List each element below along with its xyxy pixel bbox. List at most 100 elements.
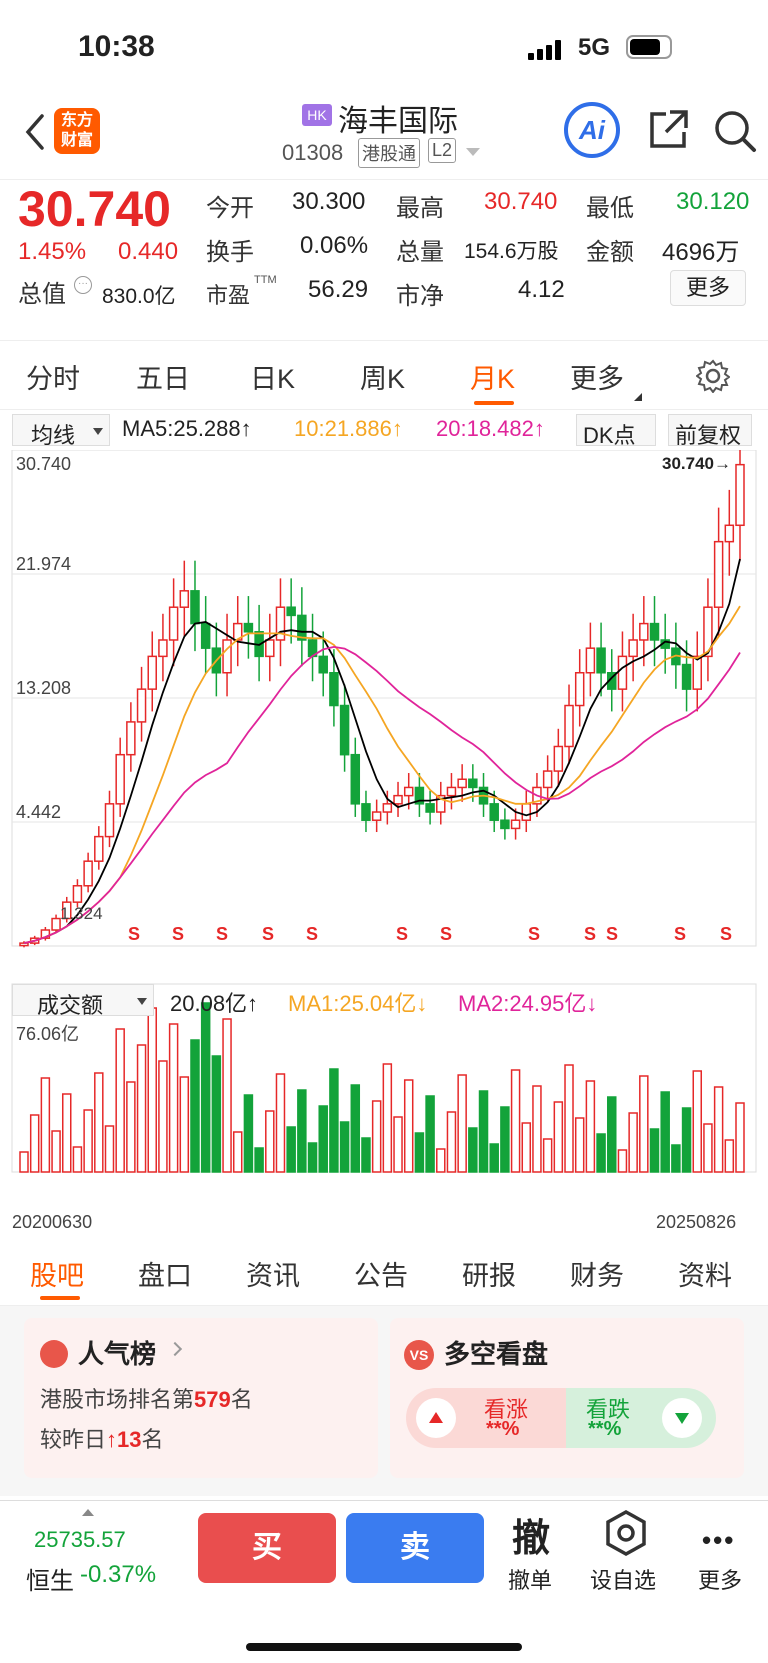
tab-profile[interactable]: 资料 xyxy=(678,1261,732,1291)
tab-intraday[interactable]: 分时 xyxy=(26,364,80,394)
popularity-rank-line: 港股市场排名第579名 xyxy=(40,1382,253,1414)
kline-chart-area: 均线 MA5:25.288↑ 10:21.886↑ 20:18.482↑ DK点… xyxy=(0,410,768,1240)
ma5-line xyxy=(23,558,741,944)
cancel-order-label[interactable]: 撤单 xyxy=(508,1568,553,1593)
tab-pankou[interactable]: 盘口 xyxy=(138,1261,192,1291)
high-value: 30.740 xyxy=(484,188,558,215)
tab-announcements[interactable]: 公告 xyxy=(354,1261,408,1291)
expand-up-icon[interactable] xyxy=(82,1509,94,1516)
volume-value: 154.6万股 xyxy=(464,240,559,263)
tab-weekly-k[interactable]: 周K xyxy=(360,364,406,394)
pb-label: 市净 xyxy=(396,283,444,310)
volume-bar xyxy=(72,1146,83,1173)
volume-select[interactable]: 成交额 xyxy=(12,984,154,1018)
candle-body xyxy=(158,639,168,658)
more-button[interactable]: 更多 xyxy=(670,270,746,306)
tab-five-day[interactable]: 五日 xyxy=(136,364,190,394)
candle-body xyxy=(425,803,435,813)
more-label[interactable]: 更多 xyxy=(698,1568,743,1593)
stock-name: 海丰国际 xyxy=(338,105,458,138)
settings-gear-icon[interactable] xyxy=(695,359,731,398)
network-label: 5G xyxy=(578,34,611,61)
bull-label: 看涨 xyxy=(484,1397,529,1422)
ai-icon[interactable]: Ai xyxy=(564,102,620,158)
turnover-value: 0.06% xyxy=(300,232,369,259)
volume-bar xyxy=(489,1143,499,1173)
sentiment-card[interactable]: VS 多空看盘 看涨 **% 看跌 **% xyxy=(390,1318,744,1478)
tab-finance[interactable]: 财务 xyxy=(570,1261,624,1291)
vol-ma2-readout: MA2:24.95亿↓ xyxy=(458,991,598,1016)
tab-news[interactable]: 资讯 xyxy=(246,1261,300,1291)
cancel-order-icon[interactable]: 撤 xyxy=(512,1518,551,1560)
volume-bar xyxy=(40,1077,51,1173)
candle-body xyxy=(564,704,574,748)
turnover-label: 换手 xyxy=(206,239,254,266)
search-icon[interactable] xyxy=(712,108,758,159)
volume-bar xyxy=(243,1094,254,1173)
logo-line1: 东方 xyxy=(60,112,93,129)
candle-body xyxy=(724,524,735,543)
candle-body xyxy=(489,803,499,821)
volume-bar xyxy=(190,1039,200,1173)
last-price: 30.740 xyxy=(18,181,171,237)
volume-bar xyxy=(19,1151,29,1173)
ma10-line xyxy=(23,605,741,944)
change-value: 13 xyxy=(117,1427,142,1452)
app-logo: 东方 财富 xyxy=(54,108,100,154)
ma20-readout: 20:18.482↑ xyxy=(436,416,545,441)
candle-body xyxy=(339,704,350,756)
bear-label: 看跌 xyxy=(586,1397,631,1422)
volume-bar xyxy=(703,1123,713,1173)
popularity-card[interactable]: 人气榜 港股市场排名第579名 较昨日↑13名 xyxy=(24,1318,378,1478)
rank-value: 579 xyxy=(194,1387,231,1412)
sell-signal-label: S xyxy=(128,924,140,944)
volume-bar xyxy=(29,1114,40,1173)
candle-body xyxy=(200,622,211,649)
candle-body xyxy=(190,590,200,625)
active-tab-indicator xyxy=(40,1296,80,1300)
amount-value: 4696万 xyxy=(662,239,740,266)
more-dots-icon[interactable]: ••• xyxy=(702,1525,736,1555)
share-icon[interactable] xyxy=(646,108,690,157)
bull-button[interactable]: 看涨 **% xyxy=(406,1388,566,1448)
volume-bar xyxy=(115,1028,125,1173)
tab-monthly-k[interactable]: 月K xyxy=(470,364,516,394)
candle-body xyxy=(639,622,649,641)
volume-bar xyxy=(136,1044,147,1173)
change-prefix: 较昨日 xyxy=(40,1427,107,1452)
candle-body xyxy=(61,901,72,920)
volume-bar xyxy=(692,1070,703,1173)
dropdown-icon[interactable] xyxy=(466,148,480,156)
candle-body xyxy=(457,778,467,789)
volume-select-label: 成交额 xyxy=(37,993,104,1018)
dk-button[interactable]: DK点 xyxy=(576,414,656,448)
bear-button[interactable]: 看跌 **% xyxy=(566,1388,716,1448)
candle-body xyxy=(510,819,521,830)
tab-more[interactable]: 更多 xyxy=(570,364,624,394)
volume-bar xyxy=(542,1138,553,1173)
adjust-button[interactable]: 前复权 xyxy=(668,414,752,448)
info-icon[interactable]: ··· xyxy=(74,276,92,294)
watchlist-icon[interactable] xyxy=(604,1509,648,1562)
sell-button[interactable]: 卖 xyxy=(346,1513,484,1583)
chevron-right-icon xyxy=(167,1341,183,1357)
sell-signal-label: S xyxy=(440,924,452,944)
open-label: 今开 xyxy=(206,195,254,222)
x-end-label: 20250826 xyxy=(656,1212,737,1232)
tab-guba[interactable]: 股吧 xyxy=(30,1261,84,1291)
candle-body xyxy=(19,942,29,947)
volume-bar xyxy=(724,1139,735,1173)
tab-daily-k[interactable]: 日K xyxy=(250,364,296,394)
ma-select[interactable]: 均线 xyxy=(12,414,110,448)
tab-research[interactable]: 研报 xyxy=(462,1261,516,1291)
volume-bar xyxy=(297,1089,307,1173)
buy-button[interactable]: 买 xyxy=(198,1513,336,1583)
market-badge: HK xyxy=(302,104,332,126)
low-value: 30.120 xyxy=(676,188,750,215)
watchlist-label[interactable]: 设自选 xyxy=(590,1568,657,1593)
back-icon[interactable] xyxy=(20,112,50,152)
volume-bar xyxy=(339,1121,350,1173)
candle-body xyxy=(574,672,585,707)
volume-bar xyxy=(265,1110,275,1173)
